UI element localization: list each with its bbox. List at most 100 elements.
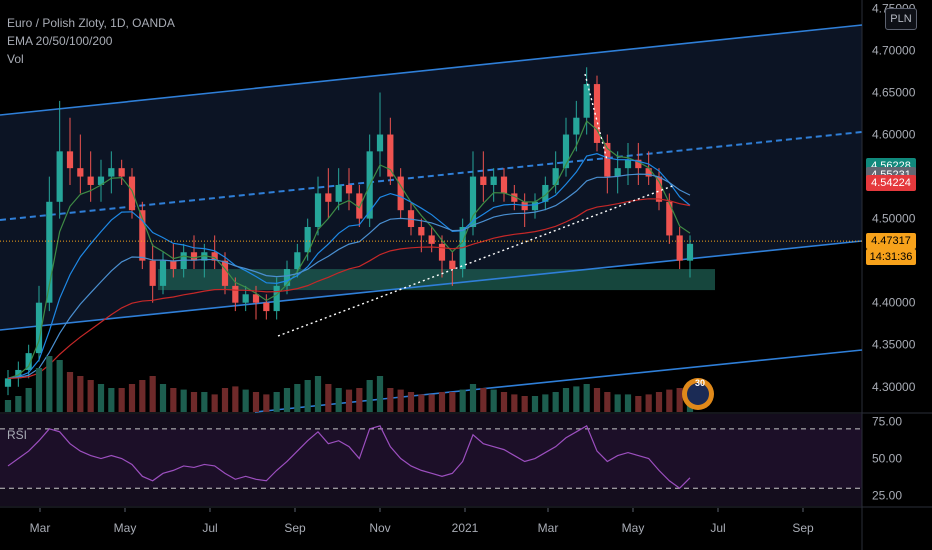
candle-body	[87, 176, 94, 185]
candle-body	[552, 168, 559, 185]
candle-body	[531, 201, 539, 211]
candle-body	[25, 353, 32, 370]
rsi-tick-label: 25.00	[872, 489, 902, 503]
candle-body	[438, 243, 446, 261]
symbol-title[interactable]: Euro / Polish Zloty, 1D, OANDA	[7, 16, 175, 30]
time-tick-label: 2021	[452, 521, 479, 535]
volume-bar	[66, 372, 74, 412]
volume-indicator-label[interactable]: Vol	[7, 52, 24, 66]
candle-body	[490, 176, 497, 185]
candle-body	[604, 142, 611, 177]
volume-bar	[500, 392, 508, 412]
candle-body	[500, 176, 508, 194]
candle-body	[666, 201, 673, 236]
volume-bar	[397, 389, 404, 412]
rising-trendline	[277, 184, 676, 337]
ema-line-ema-20	[7, 120, 691, 379]
volume-bar	[4, 400, 12, 412]
candle-body	[469, 176, 477, 228]
currency-button[interactable]: PLN	[885, 8, 917, 30]
candle-body	[211, 252, 218, 261]
channel-mid-line	[0, 131, 863, 221]
chart-legend: Euro / Polish Zloty, 1D, OANDA EMA 20/50…	[7, 14, 175, 68]
volume-bar	[376, 376, 384, 412]
candle-body	[139, 210, 146, 261]
candle-body	[263, 302, 270, 312]
candle-body	[108, 168, 115, 177]
volume-bar	[645, 394, 652, 412]
volume-bar	[283, 388, 291, 412]
volume-bar	[77, 376, 84, 412]
candle-body	[304, 227, 311, 253]
volume-bar	[252, 392, 260, 412]
volume-bar	[604, 392, 611, 412]
candle-body	[655, 176, 663, 202]
volume-bar	[469, 384, 477, 412]
volume-bar	[480, 388, 487, 412]
volume-bar	[242, 389, 249, 412]
candle-body	[387, 134, 394, 177]
volume-bar	[552, 392, 559, 412]
time-tick-label: May	[114, 521, 137, 535]
volume-bar	[159, 384, 167, 412]
candle-body	[418, 227, 425, 236]
candle-body	[35, 302, 43, 354]
candle-body	[624, 159, 632, 169]
time-tick-label: May	[622, 521, 645, 535]
candle-body	[56, 151, 63, 202]
volume-bar	[459, 389, 466, 412]
candle-body	[397, 176, 404, 211]
time-tick-label: Mar	[30, 521, 51, 535]
candle-body	[232, 285, 239, 303]
globe-icon	[687, 383, 709, 405]
candle-body	[314, 193, 322, 228]
candle-body	[562, 134, 570, 169]
volume-bar	[428, 394, 435, 412]
volume-bar	[221, 388, 229, 412]
volume-bar	[490, 389, 497, 412]
volume-bar	[438, 392, 446, 412]
time-tick-label: Jul	[202, 521, 217, 535]
candle-body	[252, 294, 260, 303]
volume-bar	[511, 394, 518, 412]
volume-bar	[273, 392, 280, 412]
volume-bar	[15, 396, 22, 412]
candle-body	[283, 269, 291, 286]
publisher-logo: 30	[682, 378, 714, 410]
price-tick-label: 4.70000	[872, 43, 916, 57]
candle-body	[15, 369, 22, 379]
candle-body	[345, 184, 353, 194]
support-zone	[158, 269, 715, 291]
volume-bar	[562, 388, 570, 412]
volume-bar	[356, 388, 363, 412]
volume-bar	[211, 394, 218, 412]
time-tick-label: Sep	[792, 521, 814, 535]
channel-lower-line	[0, 240, 863, 331]
volume-bar	[304, 380, 311, 412]
candle-body	[593, 84, 601, 143]
candle-body	[325, 193, 332, 202]
volume-bar	[624, 394, 632, 412]
candle-body	[676, 235, 683, 261]
ema-indicator-label[interactable]: EMA 20/50/100/200	[7, 34, 113, 48]
time-tick-label: Sep	[284, 521, 306, 535]
candle-body	[356, 193, 363, 219]
candle-body	[221, 260, 229, 286]
volume-bar	[573, 386, 580, 412]
volume-bar	[593, 388, 601, 412]
candle-body	[573, 117, 580, 135]
candle-body	[242, 294, 249, 303]
volume-bar	[676, 388, 683, 412]
volume-bar	[345, 389, 353, 412]
volume-bar	[25, 388, 32, 412]
ema-line-ema-100	[7, 173, 691, 379]
volume-bar	[87, 380, 94, 412]
price-tick-label: 4.35000	[872, 338, 916, 352]
candle-body	[480, 176, 487, 185]
volume-bar	[232, 386, 239, 412]
candle-body	[428, 235, 435, 244]
rsi-indicator-label[interactable]: RSI	[7, 428, 28, 442]
volume-bar	[149, 376, 156, 412]
volume-bar	[139, 380, 146, 412]
